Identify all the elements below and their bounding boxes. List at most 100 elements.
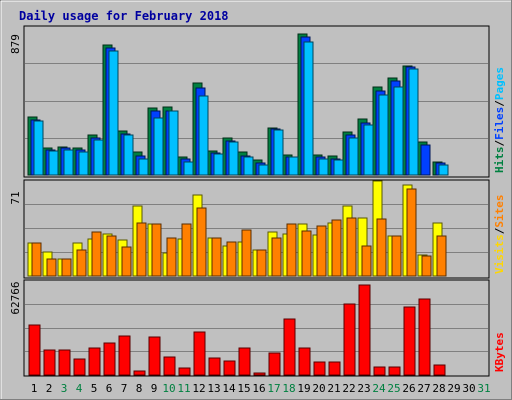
bar-kbytes-day-22 — [343, 303, 356, 376]
legend-entry: / — [493, 100, 506, 107]
legend-entry: Files — [493, 107, 506, 140]
chart-title: Daily usage for February 2018 — [19, 9, 229, 23]
bar-kbytes-day-1 — [28, 324, 41, 376]
bar-files-day-27 — [420, 144, 431, 176]
bar-sites-day-1 — [31, 242, 42, 277]
bar-sites-day-12 — [196, 207, 207, 277]
bar-kbytes-day-9 — [148, 336, 161, 376]
x-tick-label-27: 27 — [417, 382, 430, 395]
bar-sites-day-25 — [391, 235, 402, 277]
legend-entry: Visits — [493, 234, 506, 274]
x-tick-label-15: 15 — [237, 382, 250, 395]
x-tick-label-25: 25 — [387, 382, 400, 395]
bar-sites-day-19 — [301, 230, 312, 277]
x-tick-label-20: 20 — [312, 382, 325, 395]
bar-sites-day-21 — [331, 219, 342, 277]
bar-sites-day-11 — [181, 223, 192, 277]
bar-pages-day-9 — [153, 117, 164, 176]
x-tick-label-17: 17 — [267, 382, 280, 395]
legend-entry: / — [493, 227, 506, 234]
bar-kbytes-day-4 — [73, 358, 86, 376]
bar-sites-day-28 — [436, 235, 447, 277]
bar-pages-day-13 — [213, 153, 224, 176]
bar-sites-day-10 — [166, 237, 177, 277]
bar-sites-day-7 — [121, 246, 132, 277]
x-tick-label-16: 16 — [252, 382, 265, 395]
bar-pages-day-1 — [33, 120, 44, 176]
legend-entry: Hits — [493, 147, 506, 174]
x-tick-label-26: 26 — [402, 382, 415, 395]
x-axis-day-labels: 1 2 3 4 5 6 7 8 9 10 11 12 13 14 15 16 17 18 19 20 21 22 23 24 2… — [31, 382, 491, 395]
bar-pages-day-18 — [288, 156, 299, 176]
bar-pages-day-8 — [138, 158, 149, 176]
bar-sites-day-6 — [106, 235, 117, 277]
bar-pages-day-25 — [393, 86, 404, 176]
bar-kbytes-day-24 — [373, 366, 386, 376]
bar-kbytes-day-2 — [43, 349, 56, 376]
bar-sites-day-24 — [376, 218, 387, 277]
bar-pages-day-4 — [78, 151, 89, 176]
legend: Visits/Sites — [493, 195, 506, 275]
bar-kbytes-day-18 — [283, 318, 296, 376]
x-tick-label-9: 9 — [151, 382, 158, 395]
bar-sites-day-20 — [316, 225, 327, 277]
bar-sites-day-22 — [346, 217, 357, 277]
x-tick-label-12: 12 — [192, 382, 205, 395]
bar-pages-day-22 — [348, 137, 359, 176]
bar-pages-day-6 — [108, 50, 119, 176]
bar-kbytes-day-7 — [118, 335, 131, 376]
bar-sites-day-14 — [226, 241, 237, 277]
bar-sites-day-2 — [46, 258, 57, 277]
bar-pages-day-23 — [363, 124, 374, 176]
bar-kbytes-day-20 — [313, 361, 326, 376]
bar-sites-day-17 — [271, 237, 282, 277]
bar-pages-day-7 — [123, 134, 134, 176]
bar-sites-day-27 — [421, 255, 432, 277]
bar-sites-day-8 — [136, 222, 147, 277]
x-tick-label-6: 6 — [106, 382, 113, 395]
legend-entry: Pages — [493, 67, 506, 100]
x-tick-label-8: 8 — [136, 382, 143, 395]
bar-pages-day-10 — [168, 110, 179, 176]
bar-kbytes-day-3 — [58, 349, 71, 376]
bar-pages-day-5 — [93, 139, 104, 176]
legend: Hits/Files/Pages — [493, 67, 506, 173]
x-tick-label-10: 10 — [162, 382, 175, 395]
bar-kbytes-day-23 — [358, 284, 371, 376]
x-tick-label-31: 31 — [477, 382, 490, 395]
bar-sites-day-5 — [91, 231, 102, 277]
x-tick-label-3: 3 — [61, 382, 68, 395]
x-tick-label-14: 14 — [222, 382, 236, 395]
bar-kbytes-day-19 — [298, 347, 311, 376]
bar-pages-day-11 — [183, 161, 194, 176]
bar-sites-day-16 — [256, 249, 267, 277]
bar-sites-day-13 — [211, 237, 222, 277]
x-tick-label-23: 23 — [357, 382, 370, 395]
chart-panels: 879Hits/Files/Pages71Visits/Sites62766KB… — [9, 25, 506, 377]
bar-kbytes-day-13 — [208, 357, 221, 376]
bar-pages-day-16 — [258, 164, 269, 176]
x-tick-label-1: 1 — [31, 382, 38, 395]
bar-kbytes-day-14 — [223, 360, 236, 376]
legend: KBytes — [493, 332, 506, 372]
x-tick-label-28: 28 — [432, 382, 445, 395]
bar-pages-day-26 — [408, 68, 419, 176]
x-tick-label-30: 30 — [462, 382, 475, 395]
bar-kbytes-day-15 — [238, 347, 251, 376]
bar-kbytes-day-26 — [403, 306, 416, 376]
bar-pages-day-24 — [378, 94, 389, 176]
bar-kbytes-day-12 — [193, 331, 206, 376]
bar-pages-day-15 — [243, 156, 254, 176]
bar-kbytes-day-10 — [163, 356, 176, 376]
bar-kbytes-day-16 — [253, 372, 266, 376]
x-tick-label-7: 7 — [121, 382, 128, 395]
bar-sites-day-23 — [361, 245, 372, 277]
x-tick-label-24: 24 — [372, 382, 386, 395]
x-tick-label-5: 5 — [91, 382, 98, 395]
bar-pages-day-17 — [273, 129, 284, 176]
bar-pages-day-14 — [228, 141, 239, 176]
y-max-label: 71 — [9, 191, 22, 204]
y-max-label: 879 — [9, 34, 22, 54]
legend-entry: / — [493, 140, 506, 147]
